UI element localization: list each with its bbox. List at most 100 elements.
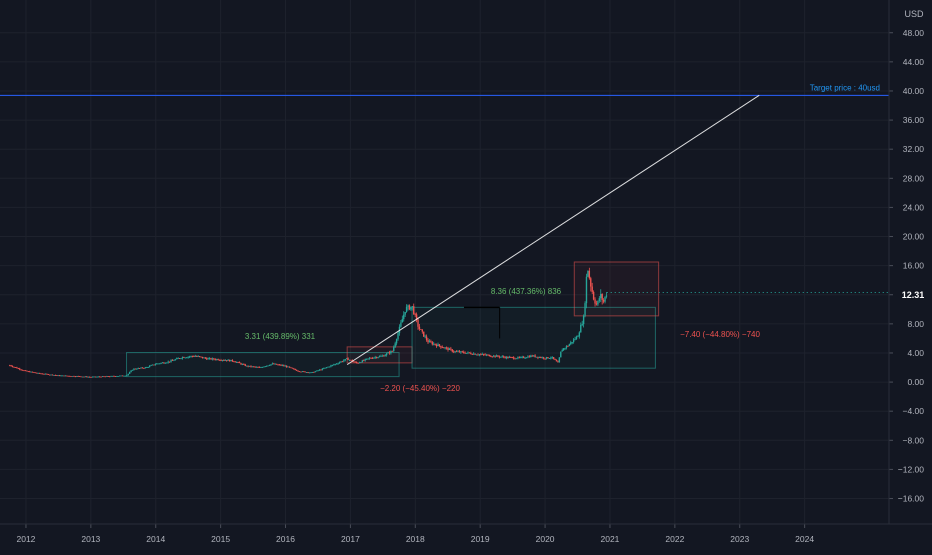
candle-body xyxy=(384,355,386,357)
candle-body xyxy=(57,375,59,377)
candle-body xyxy=(378,356,381,358)
candle-body xyxy=(60,375,62,377)
candle-body xyxy=(400,322,402,327)
candle-body xyxy=(530,355,532,358)
candle-body xyxy=(323,368,325,370)
candle-body xyxy=(591,286,593,292)
candle-body xyxy=(117,376,119,377)
candle-body xyxy=(374,357,376,358)
candle-body xyxy=(58,375,61,377)
candle-body xyxy=(417,319,419,327)
trend-line xyxy=(346,94,760,366)
y-tick-label: 32.00 xyxy=(903,144,925,154)
candle-body xyxy=(204,357,207,359)
candle-body xyxy=(443,347,445,349)
candle-body xyxy=(427,339,429,343)
candle-body xyxy=(278,364,281,366)
candle-body xyxy=(150,365,152,367)
candle-body xyxy=(121,375,124,377)
candle-body xyxy=(595,303,598,305)
candle-body xyxy=(350,359,352,361)
candle-body xyxy=(470,353,472,355)
candle-body xyxy=(263,366,265,368)
candle-body xyxy=(363,360,365,362)
candle-body xyxy=(584,303,586,316)
candle-body xyxy=(67,375,69,377)
y-tick-label: 48.00 xyxy=(903,28,925,38)
drawings xyxy=(0,94,889,366)
candle-body xyxy=(33,372,35,374)
candle-body xyxy=(86,376,88,378)
candle-body xyxy=(20,369,22,371)
candle-body xyxy=(602,299,605,302)
candle-body xyxy=(485,354,488,356)
candle-body xyxy=(500,356,502,358)
candle-body xyxy=(477,354,479,356)
candle-body xyxy=(368,357,371,359)
candle-body xyxy=(113,375,115,377)
candle-body xyxy=(243,364,245,365)
candle-body xyxy=(494,355,496,357)
candle-body xyxy=(87,376,89,378)
candle-body xyxy=(131,369,134,371)
candle-body xyxy=(391,350,394,352)
candle-body xyxy=(246,365,248,367)
candle-body xyxy=(153,364,155,366)
candle-body xyxy=(49,374,51,376)
candle-body xyxy=(565,346,568,349)
measure-box-loss xyxy=(346,346,413,364)
candle-body xyxy=(541,357,543,359)
candle-body xyxy=(50,374,52,376)
candle-body xyxy=(531,355,533,357)
candle-body xyxy=(13,366,15,368)
x-tick-label: 2021 xyxy=(601,534,620,544)
candle-body xyxy=(445,347,448,349)
candle-body xyxy=(46,373,48,375)
candle-body xyxy=(234,361,236,363)
candle-body xyxy=(91,376,94,378)
candle-body xyxy=(110,375,112,377)
candle-body xyxy=(197,356,199,357)
candle-body xyxy=(180,358,182,360)
candle-body xyxy=(260,367,262,368)
candle-body xyxy=(520,357,522,358)
candle-body xyxy=(144,367,147,369)
candle-body xyxy=(480,354,482,356)
candle-body xyxy=(540,357,542,358)
candle-body xyxy=(414,314,416,315)
y-tick-label: 36.00 xyxy=(903,115,925,125)
candle-body xyxy=(393,347,395,352)
candle-body xyxy=(353,361,355,363)
candle-body xyxy=(314,371,316,373)
candle-body xyxy=(295,369,298,371)
candle-body xyxy=(365,358,368,360)
target-price-label[interactable]: Target price : 40usd xyxy=(810,83,880,92)
candle-body xyxy=(103,376,105,378)
candle-body xyxy=(300,371,302,373)
candle-body xyxy=(140,367,142,369)
last-price-badge xyxy=(898,287,928,301)
candle-body xyxy=(191,355,194,357)
currency-label: USD xyxy=(904,9,924,19)
candle-body xyxy=(256,366,258,368)
candle-body xyxy=(178,358,181,360)
candle-body xyxy=(98,376,101,378)
candle-body xyxy=(206,358,208,360)
candle-body xyxy=(208,358,211,359)
candle-body xyxy=(111,375,114,377)
candle-body xyxy=(216,359,218,360)
candle-body xyxy=(497,355,499,357)
candle-body xyxy=(447,347,449,350)
candle-body xyxy=(315,370,318,372)
candle-body xyxy=(390,350,392,354)
candle-body xyxy=(76,376,78,377)
candle-body xyxy=(164,362,167,364)
candle-body xyxy=(118,375,121,377)
candle-body xyxy=(107,376,109,377)
y-tick-label: −16.00 xyxy=(898,494,925,504)
candle-body xyxy=(313,371,315,373)
candle-body xyxy=(542,357,545,359)
candle-body xyxy=(114,376,117,377)
